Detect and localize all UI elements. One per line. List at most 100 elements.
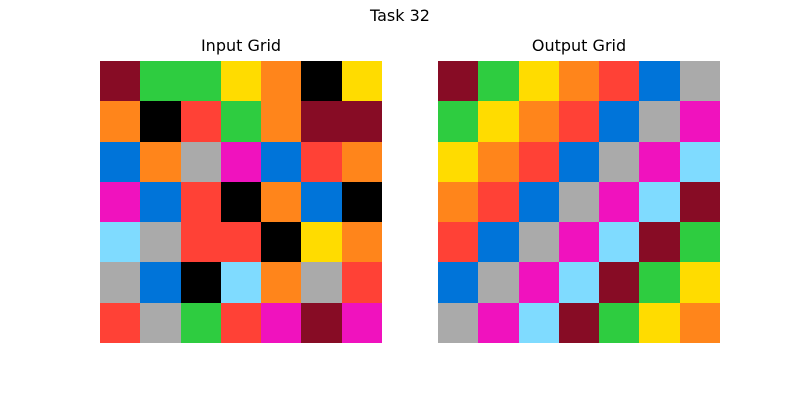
grid-cell [518, 222, 559, 263]
grid-cell [100, 101, 141, 142]
grid-cell [558, 141, 600, 182]
grid-cell [341, 141, 382, 182]
grid-cell [438, 101, 479, 142]
input-grid [100, 61, 382, 343]
grid-cell [180, 61, 221, 102]
grid-cell [478, 302, 519, 343]
grid-cell [140, 262, 181, 303]
grid-cell [679, 262, 720, 303]
grid-cell [140, 101, 181, 142]
grid-cell [679, 141, 720, 182]
grid-cell [140, 181, 181, 223]
grid-cell [261, 61, 302, 102]
grid-cell [180, 222, 221, 263]
grid-cell [599, 141, 640, 182]
grid-cell [518, 101, 559, 142]
grid-cell [438, 302, 479, 343]
grid-cell [100, 222, 141, 263]
grid-cell [220, 222, 262, 263]
grid-cell [220, 61, 262, 102]
grid-cell [478, 262, 519, 303]
grid-cell [220, 141, 262, 182]
grid-cell [100, 262, 141, 303]
grid-cell [341, 302, 382, 343]
grid-cell [261, 302, 302, 343]
grid-cell [478, 181, 519, 223]
grid-cell [599, 262, 640, 303]
grid-cell [140, 222, 181, 263]
grid-cell [518, 302, 559, 343]
grid-cell [220, 302, 262, 343]
grid-cell [599, 181, 640, 223]
grid-cell [599, 302, 640, 343]
grid-cell [301, 222, 342, 263]
grid-cell [301, 302, 342, 343]
grid-cell [518, 141, 559, 182]
grid-cell [180, 181, 221, 223]
grid-cell [100, 181, 141, 223]
output-grid [438, 61, 720, 343]
grid-cell [599, 61, 640, 102]
grid-cell [599, 101, 640, 142]
grid-cell [478, 141, 519, 182]
grid-cell [341, 181, 382, 223]
grid-cell [438, 222, 479, 263]
grid-cell [679, 222, 720, 263]
grid-cell [180, 141, 221, 182]
grid-cell [558, 222, 600, 263]
grid-cell [679, 302, 720, 343]
grid-cell [220, 262, 262, 303]
grid-cell [438, 262, 479, 303]
grid-cell [639, 302, 680, 343]
grid-cell [558, 302, 600, 343]
grid-cell [639, 141, 680, 182]
figure-title: Task 32 [370, 6, 430, 25]
grid-cell [341, 101, 382, 142]
grid-cell [301, 181, 342, 223]
grid-cell [261, 141, 302, 182]
grid-cell [301, 61, 342, 102]
grid-cell [180, 302, 221, 343]
grid-cell [639, 181, 680, 223]
grid-cell [341, 222, 382, 263]
grid-cell [438, 141, 479, 182]
grid-cell [180, 262, 221, 303]
grid-cell [140, 141, 181, 182]
grid-cell [639, 61, 680, 102]
grid-cell [261, 101, 302, 142]
grid-cell [140, 61, 181, 102]
grid-cell [100, 302, 141, 343]
grid-cell [180, 101, 221, 142]
grid-cell [478, 101, 519, 142]
grid-cell [679, 101, 720, 142]
grid-cell [341, 61, 382, 102]
input-grid-title: Input Grid [200, 36, 282, 55]
grid-cell [679, 61, 720, 102]
grid-cell [518, 61, 559, 102]
grid-cell [301, 101, 342, 142]
grid-cell [100, 61, 141, 102]
grid-cell [438, 61, 479, 102]
grid-cell [261, 181, 302, 223]
output-grid-title: Output Grid [531, 36, 627, 55]
grid-cell [220, 101, 262, 142]
grid-cell [261, 262, 302, 303]
grid-cell [558, 181, 600, 223]
grid-cell [301, 262, 342, 303]
grid-cell [301, 141, 342, 182]
grid-cell [220, 181, 262, 223]
grid-cell [558, 61, 600, 102]
grid-cell [639, 222, 680, 263]
grid-cell [261, 222, 302, 263]
grid-cell [478, 222, 519, 263]
grid-cell [558, 101, 600, 142]
grid-cell [341, 262, 382, 303]
grid-cell [100, 141, 141, 182]
grid-cell [599, 222, 640, 263]
grid-cell [639, 101, 680, 142]
grid-cell [140, 302, 181, 343]
grid-cell [518, 262, 559, 303]
grid-cell [478, 61, 519, 102]
grid-cell [558, 262, 600, 303]
grid-cell [438, 181, 479, 223]
